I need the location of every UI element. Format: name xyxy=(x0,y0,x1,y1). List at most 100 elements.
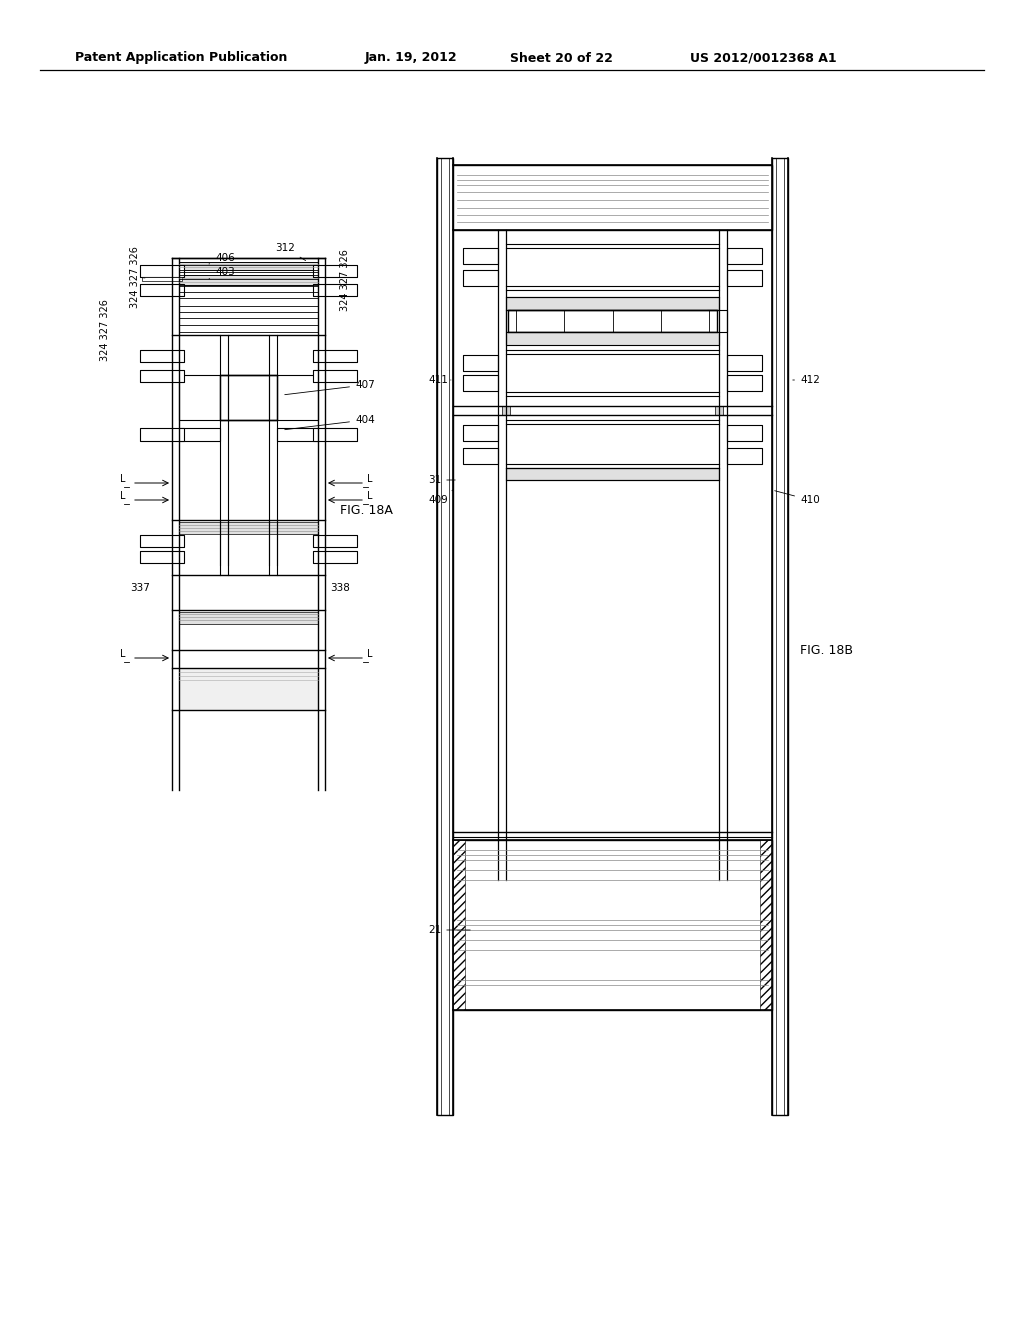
Bar xyxy=(463,248,498,264)
Bar xyxy=(179,261,318,271)
Text: Sheet 20 of 22: Sheet 20 of 22 xyxy=(510,51,613,65)
Bar xyxy=(463,248,498,264)
Bar xyxy=(313,370,357,381)
Bar xyxy=(313,550,357,564)
Text: L: L xyxy=(367,491,373,502)
Bar xyxy=(313,350,357,362)
Bar xyxy=(506,310,510,333)
Bar xyxy=(313,535,357,546)
Text: FIG. 18A: FIG. 18A xyxy=(340,503,393,516)
Bar xyxy=(727,271,762,286)
Bar xyxy=(502,407,510,414)
Bar xyxy=(278,375,318,420)
Bar xyxy=(727,425,762,441)
Bar xyxy=(140,350,184,362)
Bar xyxy=(707,310,727,333)
Bar xyxy=(437,158,453,1115)
Bar xyxy=(707,310,727,333)
Bar xyxy=(140,535,184,546)
Text: 324 327 326: 324 327 326 xyxy=(100,300,110,360)
Text: 406: 406 xyxy=(209,253,234,264)
Bar xyxy=(142,277,182,281)
Bar xyxy=(140,265,184,277)
Bar xyxy=(727,447,762,465)
Text: 324 327 326: 324 327 326 xyxy=(340,249,350,312)
Text: 412: 412 xyxy=(793,375,820,385)
Bar xyxy=(313,350,357,362)
Bar xyxy=(278,375,318,420)
Bar xyxy=(715,407,723,414)
Bar xyxy=(508,310,717,333)
Bar xyxy=(278,428,318,441)
Bar xyxy=(140,535,184,546)
Bar xyxy=(453,165,772,230)
Text: L: L xyxy=(367,474,373,484)
Bar xyxy=(727,375,762,391)
Bar xyxy=(453,840,465,1010)
Bar xyxy=(506,297,719,310)
Bar xyxy=(179,428,220,441)
Bar xyxy=(727,271,762,286)
Bar xyxy=(179,428,220,441)
Bar xyxy=(506,310,510,333)
Bar xyxy=(179,375,220,420)
Bar xyxy=(463,271,498,286)
Text: 409: 409 xyxy=(428,490,453,506)
Text: 403: 403 xyxy=(209,267,234,279)
Bar xyxy=(727,425,762,441)
Text: 404: 404 xyxy=(285,414,375,430)
Text: L: L xyxy=(120,649,126,659)
Bar xyxy=(140,370,184,381)
Bar xyxy=(313,284,357,296)
Bar xyxy=(179,521,318,535)
Bar xyxy=(313,265,357,277)
Text: 338: 338 xyxy=(330,583,350,593)
Bar xyxy=(463,355,498,371)
Bar xyxy=(140,284,184,296)
Bar xyxy=(313,535,357,546)
Bar xyxy=(179,375,220,420)
Bar xyxy=(140,370,184,381)
Bar xyxy=(463,425,498,441)
Bar xyxy=(140,428,184,441)
Bar xyxy=(463,375,498,391)
Bar xyxy=(727,355,762,371)
Text: 337: 337 xyxy=(130,583,150,593)
Bar xyxy=(140,550,184,564)
Text: FIG. 18B: FIG. 18B xyxy=(800,644,853,656)
Bar xyxy=(727,447,762,465)
Bar xyxy=(313,428,357,441)
Bar xyxy=(463,447,498,465)
Bar xyxy=(453,840,772,1010)
Bar xyxy=(313,550,357,564)
Bar xyxy=(313,265,357,277)
Bar xyxy=(760,840,772,1010)
Bar xyxy=(140,284,184,296)
Bar xyxy=(463,425,498,441)
Bar xyxy=(727,375,762,391)
Text: 411: 411 xyxy=(428,375,451,385)
Bar xyxy=(179,275,318,285)
Bar xyxy=(140,428,184,441)
Bar xyxy=(179,612,318,624)
Bar xyxy=(772,158,788,1115)
Bar xyxy=(313,284,357,296)
Bar xyxy=(313,428,357,441)
Bar xyxy=(220,375,278,420)
Text: 31: 31 xyxy=(428,475,456,484)
Bar xyxy=(278,428,318,441)
Bar xyxy=(506,469,719,480)
Text: Jan. 19, 2012: Jan. 19, 2012 xyxy=(365,51,458,65)
Text: 312: 312 xyxy=(275,243,305,260)
Text: 407: 407 xyxy=(285,380,375,395)
Bar xyxy=(140,550,184,564)
Bar xyxy=(140,350,184,362)
Text: Patent Application Publication: Patent Application Publication xyxy=(75,51,288,65)
Bar xyxy=(179,668,318,710)
Text: 21: 21 xyxy=(428,925,470,935)
Text: L: L xyxy=(367,649,373,659)
Bar xyxy=(313,370,357,381)
Text: 410: 410 xyxy=(775,491,820,506)
Bar xyxy=(463,375,498,391)
Text: L: L xyxy=(120,491,126,502)
